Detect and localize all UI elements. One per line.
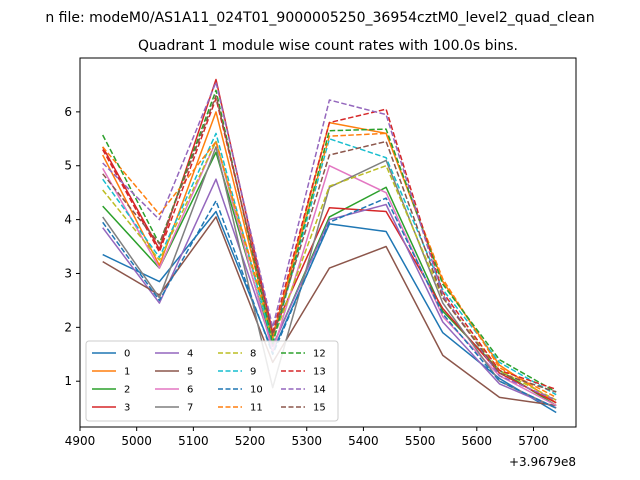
series-line-10 <box>102 197 557 409</box>
series-line-8 <box>102 140 557 401</box>
legend-label: 15 <box>313 403 326 414</box>
series-line-11 <box>102 132 557 399</box>
x-tick-label: 4900 <box>65 434 96 448</box>
legend-label: 13 <box>313 367 326 378</box>
legend-label: 14 <box>313 385 326 396</box>
x-tick-label: 5600 <box>462 434 493 448</box>
plot-frame <box>79 57 577 428</box>
series-line-4 <box>102 178 557 409</box>
x-offset-text: +3.9679e8 <box>509 455 576 469</box>
legend-label: 7 <box>187 403 193 414</box>
legend-label: 2 <box>124 385 130 396</box>
series-line-15 <box>102 94 557 393</box>
legend-label: 0 <box>124 349 130 360</box>
legend-label: 11 <box>250 403 263 414</box>
plot-lines <box>102 78 557 414</box>
y-tick-label: 5 <box>64 159 72 173</box>
chart-title: Quadrant 1 module wise count rates with … <box>138 38 518 54</box>
legend-box <box>85 340 339 422</box>
legend-label: 10 <box>250 385 263 396</box>
series-line-5 <box>102 216 557 407</box>
legend-label: 9 <box>250 367 256 378</box>
x-tick-label: 5200 <box>235 434 266 448</box>
legend-label: 1 <box>124 367 130 378</box>
legend-label: 8 <box>250 349 256 360</box>
x-tick-label: 5400 <box>348 434 379 448</box>
y-tick-label: 4 <box>64 213 72 227</box>
series-line-13 <box>102 97 557 391</box>
y-tick-label: 3 <box>64 266 72 280</box>
x-tick-label: 5100 <box>178 434 209 448</box>
series-line-7 <box>102 146 557 409</box>
x-tick-label: 5700 <box>518 434 549 448</box>
y-tick-label: 1 <box>64 374 72 388</box>
y-tick-label: 6 <box>64 105 72 119</box>
x-tick-label: 5300 <box>291 434 322 448</box>
legend-label: 5 <box>187 367 193 378</box>
x-tick-label: 5500 <box>405 434 436 448</box>
x-tick-label: 5000 <box>121 434 152 448</box>
legend-label: 3 <box>124 403 130 414</box>
y-tick-label: 2 <box>64 320 72 334</box>
legend-label: 12 <box>313 349 326 360</box>
grid-layer: 4900 5000 5100 5200 5300 5400 5500 5600 57001234… <box>64 105 548 448</box>
figure-suptitle: n file: modeM0/AS1A11_024T01_9000005250_… <box>45 10 594 26</box>
legend-label: 4 <box>187 349 193 360</box>
legend-label: 6 <box>187 385 193 396</box>
